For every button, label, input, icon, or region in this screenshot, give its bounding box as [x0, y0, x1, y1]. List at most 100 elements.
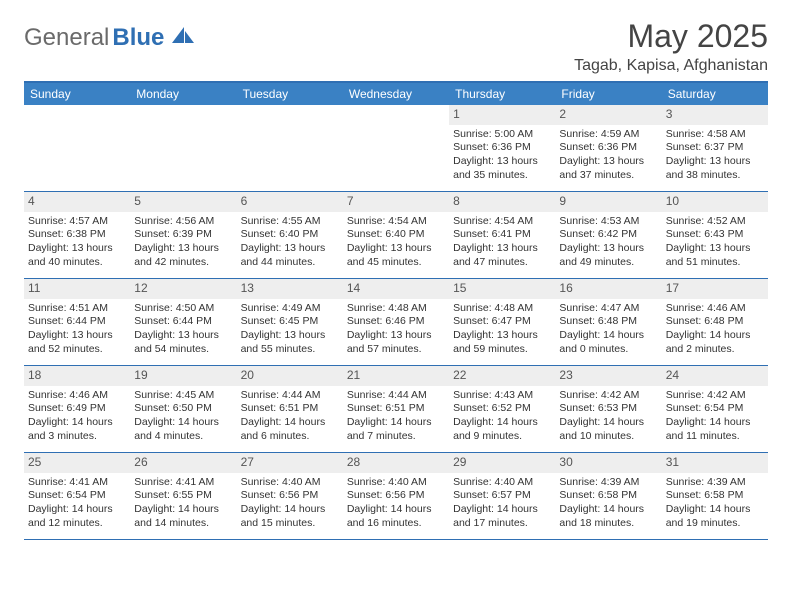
daylight-line: Daylight: 14 hours and 4 minutes.: [134, 416, 232, 443]
day-cell: 26Sunrise: 4:41 AMSunset: 6:55 PMDayligh…: [130, 453, 236, 539]
sunset-line: Sunset: 6:39 PM: [134, 228, 232, 242]
day-cell: 13Sunrise: 4:49 AMSunset: 6:45 PMDayligh…: [237, 279, 343, 365]
day-number: 4: [24, 192, 130, 212]
sunrise-line: Sunrise: 4:43 AM: [453, 389, 551, 403]
logo-text-general: General: [24, 24, 109, 52]
day-number: 15: [449, 279, 555, 299]
sunset-line: Sunset: 6:52 PM: [453, 402, 551, 416]
sunset-line: Sunset: 6:58 PM: [666, 489, 764, 503]
sunset-line: Sunset: 6:51 PM: [241, 402, 339, 416]
page-title: May 2025: [574, 18, 768, 55]
sunset-line: Sunset: 6:54 PM: [666, 402, 764, 416]
sunset-line: Sunset: 6:58 PM: [559, 489, 657, 503]
sunset-line: Sunset: 6:36 PM: [453, 141, 551, 155]
day-number: 12: [130, 279, 236, 299]
day-number: 31: [662, 453, 768, 473]
weekday-header: Saturday: [662, 83, 768, 105]
daylight-line: Daylight: 13 hours and 38 minutes.: [666, 155, 764, 182]
daylight-line: Daylight: 14 hours and 18 minutes.: [559, 503, 657, 530]
daylight-line: Daylight: 13 hours and 49 minutes.: [559, 242, 657, 269]
day-number: 7: [343, 192, 449, 212]
sunrise-line: Sunrise: 4:52 AM: [666, 215, 764, 229]
sunrise-line: Sunrise: 4:58 AM: [666, 128, 764, 142]
day-cell: 6Sunrise: 4:55 AMSunset: 6:40 PMDaylight…: [237, 192, 343, 278]
day-cell: 14Sunrise: 4:48 AMSunset: 6:46 PMDayligh…: [343, 279, 449, 365]
sunrise-line: Sunrise: 4:59 AM: [559, 128, 657, 142]
day-number: 18: [24, 366, 130, 386]
sunrise-line: Sunrise: 4:53 AM: [559, 215, 657, 229]
day-cell: 4Sunrise: 4:57 AMSunset: 6:38 PMDaylight…: [24, 192, 130, 278]
weekday-header-row: SundayMondayTuesdayWednesdayThursdayFrid…: [24, 83, 768, 105]
day-cell: 12Sunrise: 4:50 AMSunset: 6:44 PMDayligh…: [130, 279, 236, 365]
sunrise-line: Sunrise: 4:42 AM: [666, 389, 764, 403]
sunrise-line: Sunrise: 4:44 AM: [347, 389, 445, 403]
daylight-line: Daylight: 14 hours and 15 minutes.: [241, 503, 339, 530]
day-number: 28: [343, 453, 449, 473]
weekday-header: Thursday: [449, 83, 555, 105]
daylight-line: Daylight: 14 hours and 16 minutes.: [347, 503, 445, 530]
day-cell: 10 Sunrise: 4:52 AMSunset: 6:43 PMDayligh…: [662, 192, 768, 278]
sunrise-line: Sunrise: 4:41 AM: [28, 476, 126, 490]
day-number: 17: [662, 279, 768, 299]
sunset-line: Sunset: 6:55 PM: [134, 489, 232, 503]
weekday-header: Friday: [555, 83, 661, 105]
sunset-line: Sunset: 6:44 PM: [134, 315, 232, 329]
day-number: 1: [449, 105, 555, 125]
day-number: 10: [662, 192, 768, 212]
day-number: 27: [237, 453, 343, 473]
logo: General Blue: [24, 24, 196, 52]
day-number: 2: [555, 105, 661, 125]
sunrise-line: Sunrise: 4:42 AM: [559, 389, 657, 403]
day-cell: 30Sunrise: 4:39 AMSunset: 6:58 PMDayligh…: [555, 453, 661, 539]
day-cell: 18Sunrise: 4:46 AMSunset: 6:49 PMDayligh…: [24, 366, 130, 452]
day-number: 5: [130, 192, 236, 212]
sunset-line: Sunset: 6:41 PM: [453, 228, 551, 242]
day-number: 13: [237, 279, 343, 299]
daylight-line: Daylight: 14 hours and 10 minutes.: [559, 416, 657, 443]
sunrise-line: Sunrise: 4:54 AM: [347, 215, 445, 229]
sunset-line: Sunset: 6:40 PM: [347, 228, 445, 242]
daylight-line: Daylight: 13 hours and 37 minutes.: [559, 155, 657, 182]
sunrise-line: Sunrise: 4:48 AM: [453, 302, 551, 316]
day-number: 26: [130, 453, 236, 473]
day-number: 29: [449, 453, 555, 473]
daylight-line: Daylight: 13 hours and 51 minutes.: [666, 242, 764, 269]
daylight-line: Daylight: 14 hours and 2 minutes.: [666, 329, 764, 356]
day-cell: 23Sunrise: 4:42 AMSunset: 6:53 PMDayligh…: [555, 366, 661, 452]
day-number: 11: [24, 279, 130, 299]
day-cell: .: [24, 105, 130, 191]
logo-sail-icon: [170, 25, 196, 52]
day-number: 3: [662, 105, 768, 125]
sunset-line: Sunset: 6:56 PM: [241, 489, 339, 503]
day-cell: 15 Sunrise: 4:48 AMSunset: 6:47 PMDayligh…: [449, 279, 555, 365]
daylight-line: Daylight: 14 hours and 6 minutes.: [241, 416, 339, 443]
sunrise-line: Sunrise: 4:57 AM: [28, 215, 126, 229]
sunrise-line: Sunrise: 4:46 AM: [28, 389, 126, 403]
daylight-line: Daylight: 13 hours and 59 minutes.: [453, 329, 551, 356]
daylight-line: Daylight: 13 hours and 54 minutes.: [134, 329, 232, 356]
day-cell: .: [237, 105, 343, 191]
sunrise-line: Sunrise: 5:00 AM: [453, 128, 551, 142]
day-cell: 1Sunrise: 5:00 AMSunset: 6:36 PMDaylight…: [449, 105, 555, 191]
sunset-line: Sunset: 6:57 PM: [453, 489, 551, 503]
daylight-line: Daylight: 13 hours and 42 minutes.: [134, 242, 232, 269]
day-cell: 11Sunrise: 4:51 AMSunset: 6:44 PMDayligh…: [24, 279, 130, 365]
day-cell: 16Sunrise: 4:47 AMSunset: 6:48 PMDayligh…: [555, 279, 661, 365]
daylight-line: Daylight: 14 hours and 11 minutes.: [666, 416, 764, 443]
sunset-line: Sunset: 6:54 PM: [28, 489, 126, 503]
title-block: May 2025 Tagab, Kapisa, Afghanistan: [574, 18, 768, 75]
daylight-line: Daylight: 13 hours and 44 minutes.: [241, 242, 339, 269]
sunset-line: Sunset: 6:49 PM: [28, 402, 126, 416]
day-cell: 9Sunrise: 4:53 AMSunset: 6:42 PMDaylight…: [555, 192, 661, 278]
calendar-body: ....1Sunrise: 5:00 AMSunset: 6:36 PMDayl…: [24, 105, 768, 540]
sunset-line: Sunset: 6:36 PM: [559, 141, 657, 155]
sunset-line: Sunset: 6:48 PM: [559, 315, 657, 329]
day-number: 19: [130, 366, 236, 386]
daylight-line: Daylight: 13 hours and 47 minutes.: [453, 242, 551, 269]
weekday-header: Monday: [130, 83, 236, 105]
sunset-line: Sunset: 6:43 PM: [666, 228, 764, 242]
sunset-line: Sunset: 6:47 PM: [453, 315, 551, 329]
calendar: SundayMondayTuesdayWednesdayThursdayFrid…: [24, 81, 768, 540]
daylight-line: Daylight: 13 hours and 52 minutes.: [28, 329, 126, 356]
day-cell: 21Sunrise: 4:44 AMSunset: 6:51 PMDayligh…: [343, 366, 449, 452]
